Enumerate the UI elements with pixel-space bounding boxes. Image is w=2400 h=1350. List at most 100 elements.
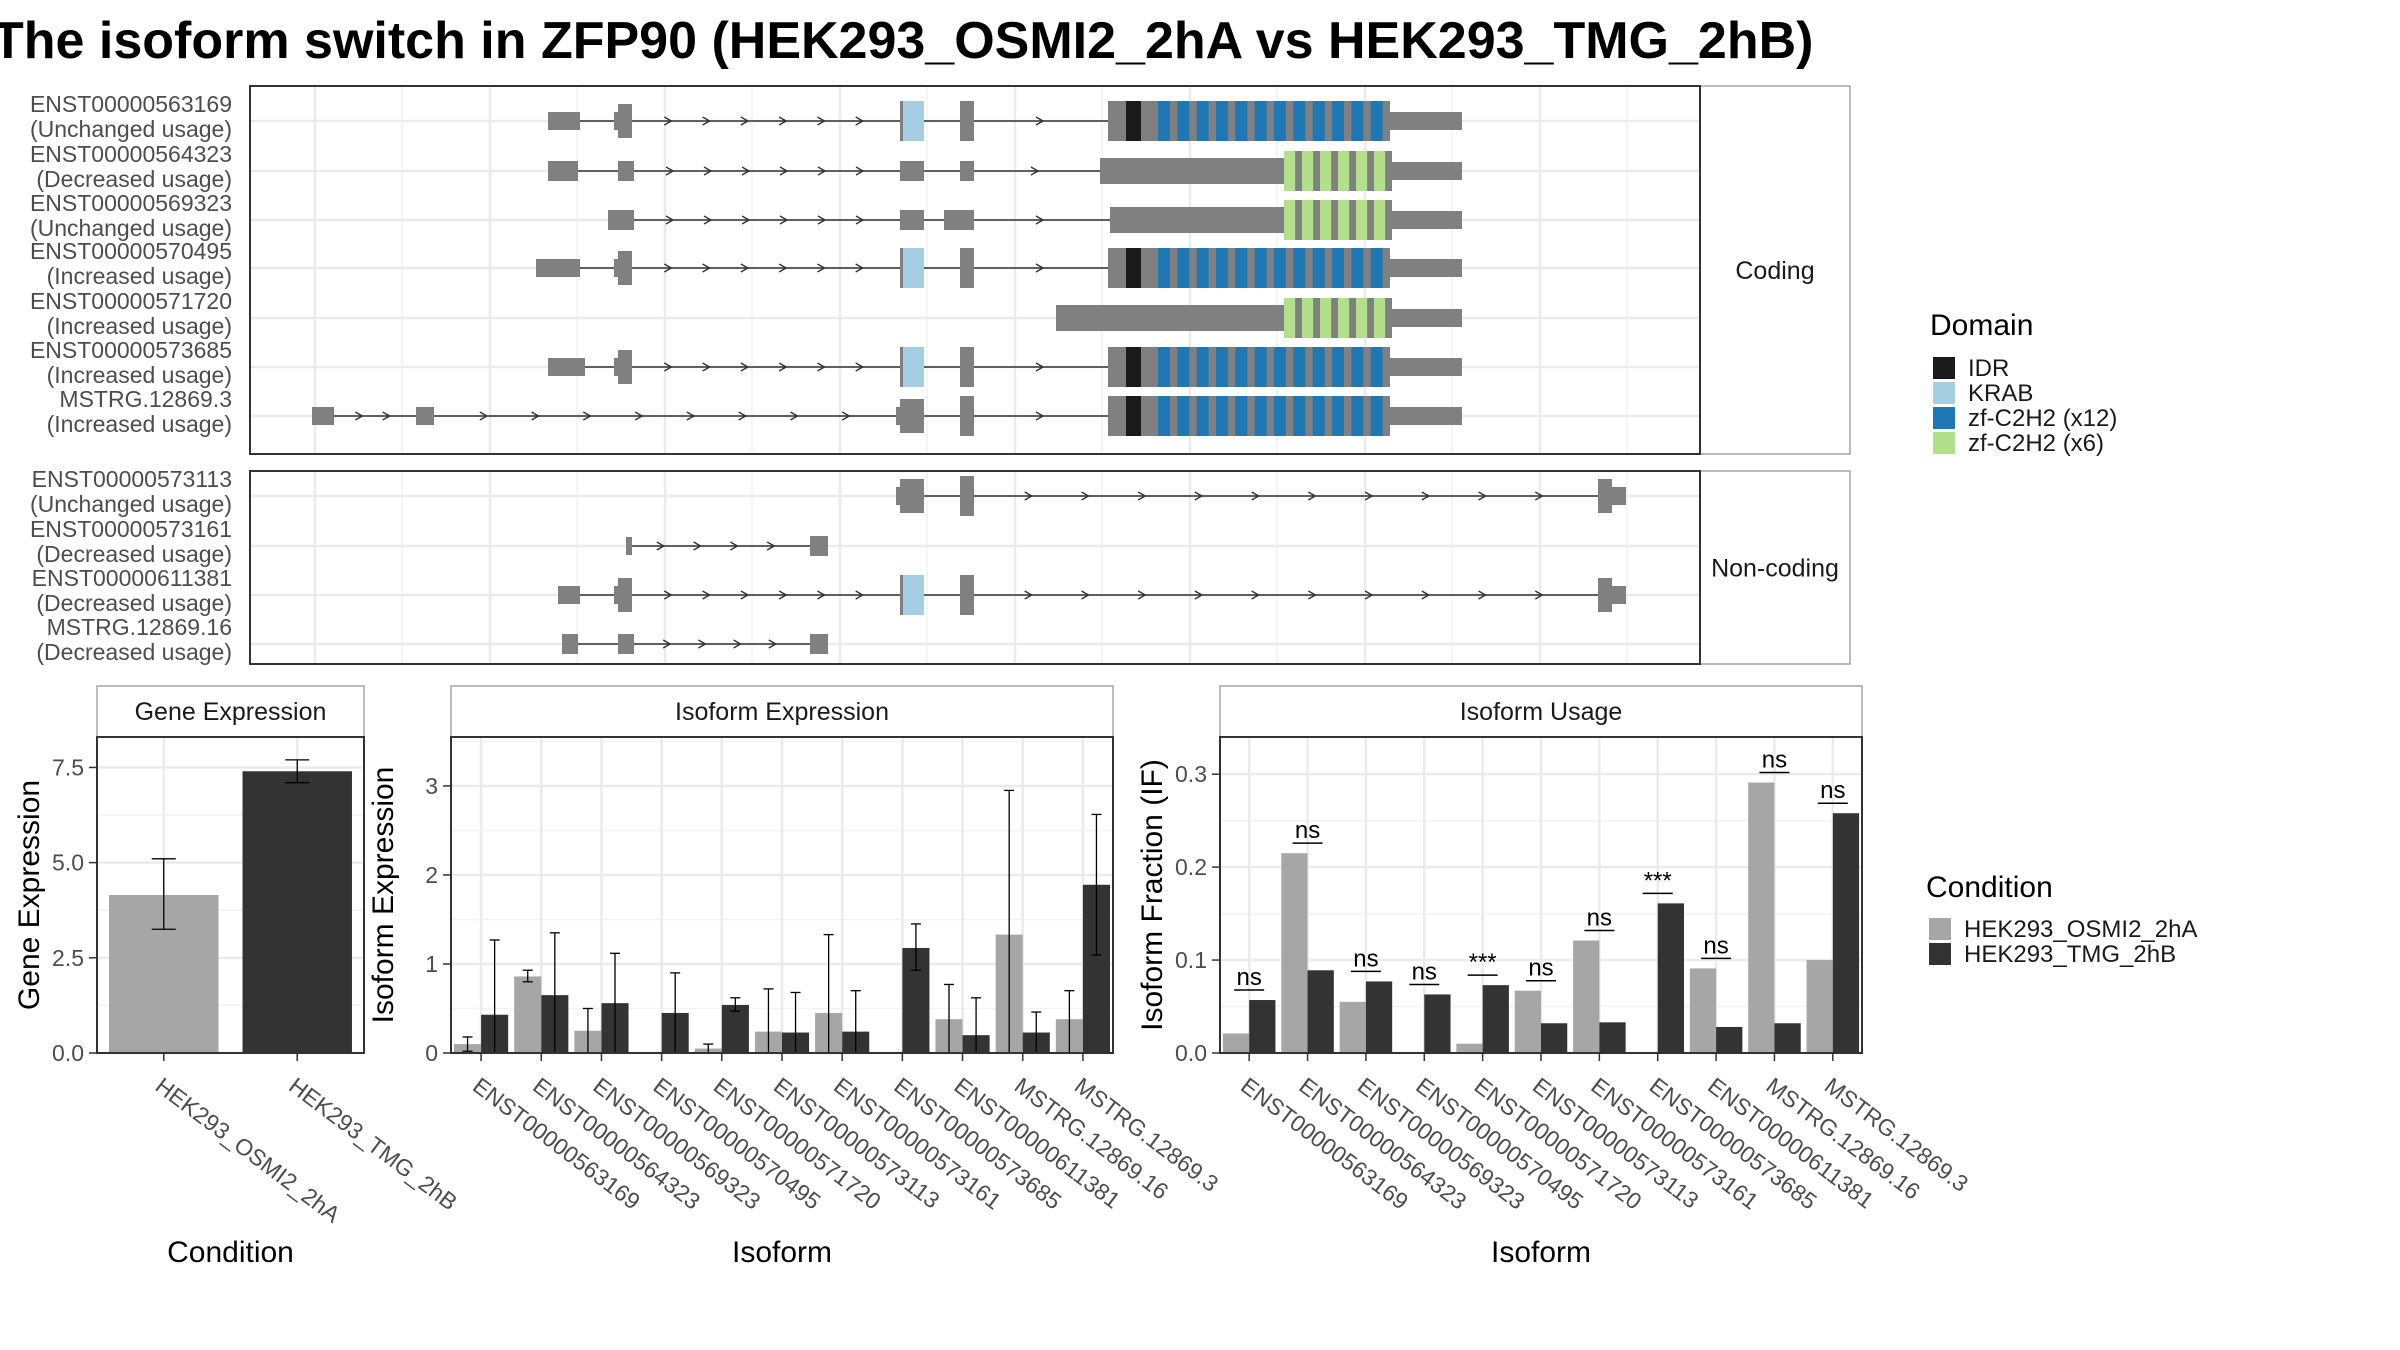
transcript-usage-label: (Decreased usage) (36, 166, 232, 192)
direction-arrow (1081, 491, 1090, 501)
y-axis-title: Isoform Expression (367, 767, 400, 1024)
direction-arrow (1194, 491, 1204, 501)
transcript-usage-label: (Increased usage) (47, 362, 232, 388)
direction-arrow (665, 215, 675, 225)
krab-domain (903, 347, 924, 387)
domain-legend-swatch (1933, 382, 1955, 404)
direction-arrow (582, 411, 592, 421)
zf-linker (1349, 200, 1356, 240)
exon (900, 210, 924, 230)
direction-arrow (1137, 491, 1147, 501)
domain-legend-label: zf-C2H2 (x6) (1968, 430, 2104, 457)
zf-linker (1382, 347, 1390, 387)
domain-legend-label: KRAB (1968, 380, 2033, 407)
bar (1424, 994, 1451, 1053)
direction-arrow (634, 411, 644, 421)
direction-arrow (1308, 491, 1317, 501)
direction-arrow (1478, 590, 1487, 600)
panel-border (249, 470, 1701, 665)
exon (1390, 259, 1462, 277)
exon (960, 396, 974, 436)
direction-arrow (1421, 590, 1431, 600)
exon (810, 536, 828, 556)
direction-arrow (703, 166, 713, 176)
exon (608, 210, 634, 230)
zf-linker (1266, 101, 1274, 141)
zf-linker (1324, 396, 1332, 436)
direction-arrow (730, 541, 739, 551)
zf-linker (1363, 347, 1371, 387)
panel-border (249, 85, 1701, 455)
condition-legend-swatch (1929, 918, 1951, 940)
y-tick-label: 0.0 (1175, 1040, 1207, 1066)
bar (1365, 981, 1393, 1053)
direction-arrow (741, 215, 751, 225)
transcript-usage-label: (Increased usage) (47, 263, 232, 289)
direction-arrow (1035, 215, 1045, 225)
exon (960, 476, 974, 516)
direction-arrow (656, 541, 666, 551)
domain-legend-swatch (1933, 432, 1955, 454)
exon (618, 161, 634, 181)
direction-arrow (1137, 590, 1147, 600)
direction-arrow (479, 411, 489, 421)
direction-arrow (817, 166, 827, 176)
zf-linker (1285, 396, 1294, 436)
y-tick-label: 7.5 (52, 754, 84, 780)
exon (562, 634, 578, 654)
direction-arrow (663, 116, 673, 126)
panel-strip-label: Coding (1735, 257, 1814, 285)
direction-arrow (382, 411, 392, 421)
direction-arrow (1364, 590, 1374, 600)
exon (960, 575, 974, 615)
direction-arrow (662, 639, 672, 649)
exon (1392, 162, 1462, 180)
direction-arrow (1251, 590, 1261, 600)
idr-domain (1126, 396, 1141, 436)
panel-strip (1699, 470, 1851, 665)
direction-arrow (790, 411, 799, 421)
zf-linker (1266, 347, 1274, 387)
exon (536, 259, 580, 277)
direction-arrow (1534, 590, 1544, 600)
zf-linker (1169, 347, 1178, 387)
idr-domain (1126, 101, 1141, 141)
panel-strip (1699, 85, 1851, 455)
zf-linker (1385, 151, 1392, 191)
zf-linker (1266, 396, 1274, 436)
zf-linker (1382, 101, 1390, 141)
zf-linker (1305, 248, 1313, 288)
zf-linker (1331, 200, 1338, 240)
significance-label: ns (1762, 747, 1787, 774)
transcript-id-label: ENST00000563169 (30, 91, 232, 117)
zf-linker (1305, 101, 1313, 141)
zf-linker (1285, 248, 1294, 288)
isoform-expression-chart: Isoform Expression0123ENST00000563169ENS… (367, 685, 1223, 1269)
zf-linker (1363, 396, 1371, 436)
transcript-id-label: MSTRG.12869.3 (59, 386, 232, 412)
zf-linker (1343, 396, 1352, 436)
y-axis-title: Gene Expression (13, 780, 46, 1010)
direction-arrow (531, 411, 540, 421)
exon (614, 112, 622, 130)
direction-arrow (778, 116, 788, 126)
exon (896, 487, 904, 505)
direction-arrow (1251, 491, 1261, 501)
exon (1392, 309, 1462, 327)
exon (810, 634, 828, 654)
zf-linker (1349, 298, 1356, 338)
zf-linker (1227, 396, 1236, 436)
panel-strip-label: Non-coding (1711, 555, 1839, 583)
exon (618, 634, 634, 654)
transcript-structure-panels: ENST00000563169(Unchanged usage)ENST0000… (30, 85, 1851, 665)
transcript-id-label: ENST00000570495 (30, 238, 232, 264)
zf-linker (1247, 347, 1255, 387)
zf-linker (1382, 248, 1390, 288)
zf-linker (1208, 101, 1216, 141)
direction-arrow (1308, 590, 1317, 600)
domain-legend-label: IDR (1968, 355, 2009, 382)
y-tick-label: 0.3 (1175, 761, 1207, 787)
